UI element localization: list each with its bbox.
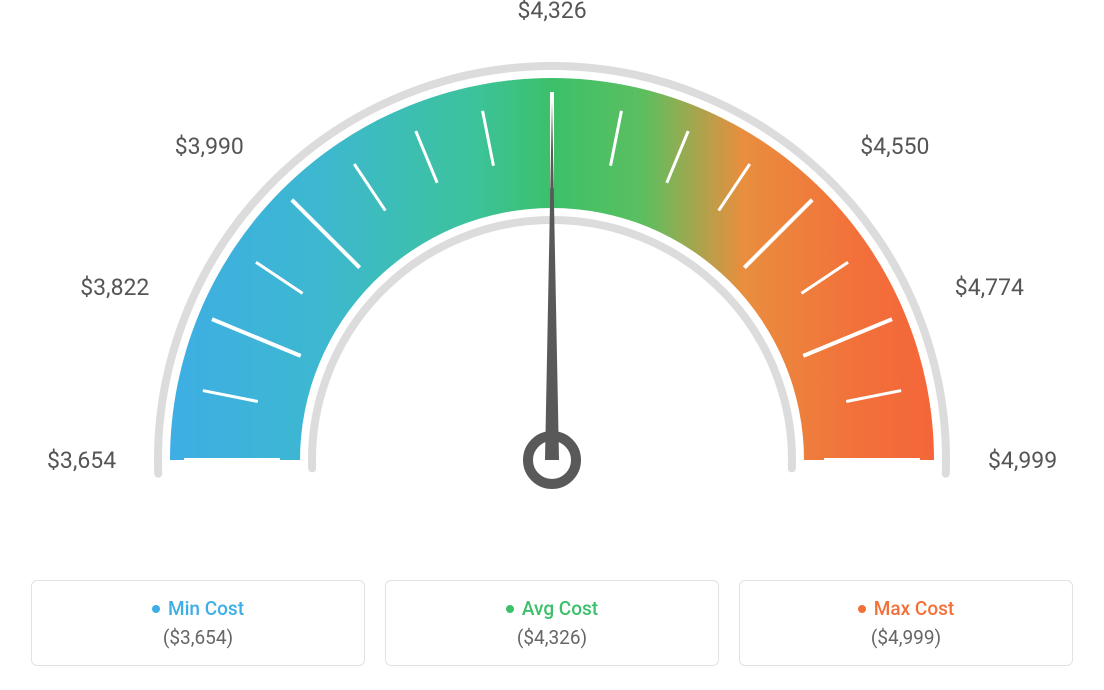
gauge-tick-label: $4,326 (518, 0, 587, 24)
gauge-tick-label: $4,774 (955, 274, 1024, 301)
avg-cost-title: Avg Cost (506, 597, 598, 620)
max-dot-icon (858, 605, 866, 613)
gauge-tick-label: $4,999 (988, 447, 1057, 474)
min-cost-value: ($3,654) (163, 626, 233, 649)
gauge-svg (0, 0, 1104, 560)
gauge-tick-label: $4,550 (860, 133, 929, 160)
gauge-tick-label: $3,654 (47, 447, 116, 474)
min-cost-title-text: Min Cost (168, 597, 244, 620)
max-cost-title-text: Max Cost (874, 597, 954, 620)
max-cost-value: ($4,999) (871, 626, 941, 649)
gauge-tick-label: $3,990 (175, 133, 244, 160)
gauge-chart-container: $3,654 $3,822 $3,990 $4,326 $4,550 $4,774 $4,9… (0, 0, 1104, 690)
avg-cost-value: ($4,326) (517, 626, 587, 649)
min-cost-title: Min Cost (152, 597, 244, 620)
avg-cost-card: Avg Cost ($4,326) (385, 580, 719, 666)
gauge-area: $3,654 $3,822 $3,990 $4,326 $4,550 $4,774 $4,9… (0, 0, 1104, 560)
max-cost-card: Max Cost ($4,999) (739, 580, 1073, 666)
min-dot-icon (152, 605, 160, 613)
legend-cards-row: Min Cost ($3,654) Avg Cost ($4,326) Max … (0, 580, 1104, 666)
avg-cost-title-text: Avg Cost (522, 597, 598, 620)
min-cost-card: Min Cost ($3,654) (31, 580, 365, 666)
avg-dot-icon (506, 605, 514, 613)
gauge-tick-label: $3,822 (80, 274, 149, 301)
max-cost-title: Max Cost (858, 597, 954, 620)
